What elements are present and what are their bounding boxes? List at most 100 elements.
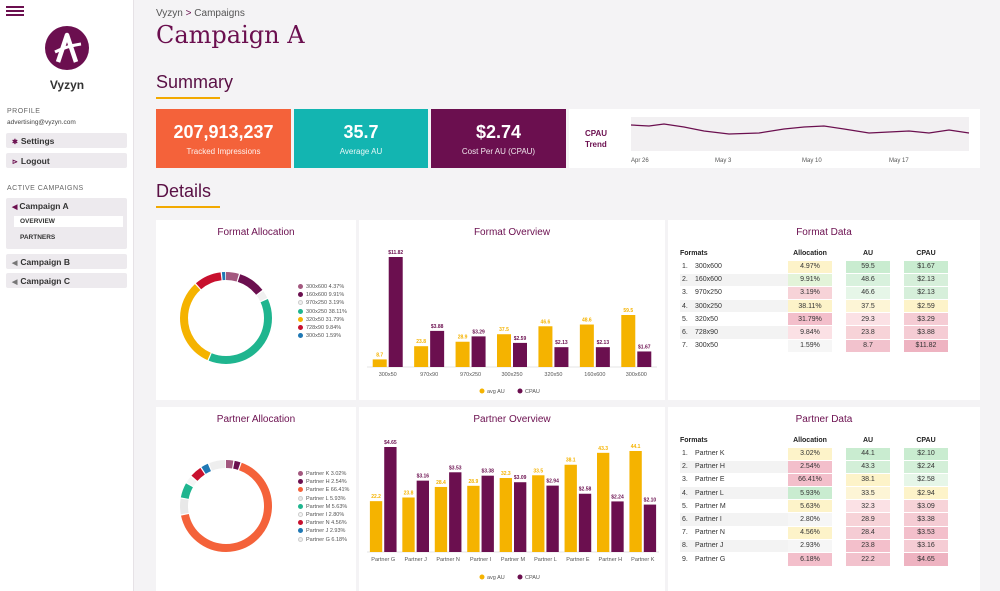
legend-item[interactable]: Partner G 6.18% — [298, 537, 347, 543]
column-header[interactable]: Formats — [680, 250, 708, 258]
bar-avg-au[interactable] — [499, 478, 512, 552]
sidebar-item-campaign-b[interactable]: ◀ Campaign B — [6, 254, 127, 269]
table-row[interactable]: 4. Partner L 5.93% 33.5 $2.94 — [680, 486, 948, 500]
table-row[interactable]: 1. Partner K 3.02% 44.1 $2.10 — [680, 446, 948, 461]
table-row[interactable]: 6. 728x90 9.84% 23.8 $3.88 — [680, 325, 948, 340]
bar-cpau[interactable] — [513, 342, 527, 367]
cell-au: 22.2 — [846, 551, 890, 566]
legend-item[interactable]: 300x600 4.37% — [298, 284, 344, 290]
column-header[interactable]: CPAU — [916, 250, 936, 258]
bar-avg-au[interactable] — [414, 346, 429, 367]
donut-slice[interactable] — [180, 272, 272, 364]
legend-item[interactable]: Partner K 3.02% — [298, 471, 346, 477]
bar-cpau[interactable] — [384, 447, 397, 552]
bar-cpau[interactable] — [554, 347, 569, 367]
table-row[interactable]: 7. Partner N 4.56% 28.4 $3.53 — [680, 525, 948, 540]
bar-avg-au[interactable] — [532, 475, 545, 552]
bar-cpau[interactable] — [643, 504, 657, 552]
summary-heading: Summary — [156, 72, 234, 92]
table-row[interactable]: 1. 300x600 4.97% 59.5 $1.67 — [680, 259, 948, 274]
bar-cpau[interactable] — [595, 347, 610, 367]
bar-avg-au[interactable] — [497, 334, 511, 367]
bar-cpau[interactable] — [388, 257, 403, 367]
bar-cpau[interactable] — [481, 475, 494, 552]
x-tick-label: 300x250 — [501, 372, 522, 378]
legend-item[interactable]: Partner J 2.93% — [298, 528, 345, 534]
sidebar-item-partners[interactable]: PARTNERS — [20, 234, 56, 241]
partner-overview-card: Partner Overview 22.2 $4.65 Partner G 23.8 $… — [359, 407, 665, 591]
legend-item[interactable]: Partner M 5.63% — [298, 504, 347, 510]
legend-item[interactable]: 320x50 31.79% — [298, 317, 344, 323]
bar-avg-au[interactable] — [538, 326, 553, 367]
bar-avg-au[interactable] — [402, 497, 415, 552]
table-row[interactable]: 3. 970x250 3.19% 46.6 $2.13 — [680, 285, 948, 300]
cell-cpau: $1.67 — [904, 259, 948, 274]
sidebar-item-overview[interactable]: OVERVIEW — [14, 216, 123, 227]
table-row[interactable]: 5. Partner M 5.63% 32.3 $3.09 — [680, 499, 948, 513]
settings-button[interactable]: ✱ Settings — [6, 133, 127, 148]
column-header[interactable]: Allocation — [793, 250, 827, 258]
table-row[interactable]: 8. Partner J 2.93% 23.8 $3.16 — [680, 538, 948, 553]
donut-slice[interactable] — [180, 460, 272, 552]
table-row[interactable]: 3. Partner E 66.41% 38.1 $2.58 — [680, 472, 948, 487]
legend-label-cpau[interactable]: CPAU — [525, 575, 540, 581]
bar-cpau[interactable] — [546, 485, 559, 552]
bar-cpau[interactable] — [611, 501, 624, 552]
legend-item[interactable]: 728x90 9.84% — [298, 325, 341, 331]
bar-avg-au[interactable] — [455, 341, 470, 367]
table-row[interactable]: 2. 160x600 9.91% 48.6 $2.13 — [680, 272, 948, 287]
bar-avg-au[interactable] — [372, 359, 387, 367]
legend-label-avg-au[interactable]: avg AU — [487, 575, 505, 581]
bar-cpau[interactable] — [637, 351, 652, 367]
column-header[interactable]: AU — [862, 250, 874, 258]
sidebar-item-campaign-c[interactable]: ◀ Campaign C — [6, 273, 127, 288]
table-header-row: Formats Allocation AU CPAU — [680, 435, 948, 447]
table-row[interactable]: 5. 320x50 31.79% 29.3 $3.29 — [680, 312, 948, 326]
legend-item[interactable]: Partner I 2.80% — [298, 512, 344, 518]
legend-label-avg-au[interactable]: avg AU — [487, 389, 505, 395]
bar-cpau[interactable] — [578, 493, 592, 552]
bar-cpau[interactable] — [416, 480, 429, 552]
logout-button[interactable]: ⊳ Logout — [6, 153, 127, 168]
bar-cpau[interactable] — [430, 330, 445, 367]
donut-slice[interactable] — [180, 460, 272, 552]
bar-cpau[interactable] — [514, 482, 527, 552]
sidebar-item-campaign-a[interactable]: ◀ Campaign A — [6, 198, 127, 211]
bar-avg-au[interactable] — [621, 315, 636, 367]
bar-avg-au[interactable] — [564, 464, 577, 552]
column-header[interactable]: Formats — [680, 437, 708, 445]
donut-slice[interactable] — [180, 272, 272, 364]
legend-item[interactable]: 300x50 1.59% — [298, 333, 341, 339]
table-row[interactable]: 4. 300x250 38.11% 37.5 $2.59 — [680, 299, 948, 313]
cell-name: 970x250 — [692, 285, 788, 300]
legend-item[interactable]: Partner E 66.41% — [298, 487, 349, 493]
menu-icon[interactable] — [6, 6, 24, 16]
donut-slice[interactable] — [180, 460, 272, 552]
bar-avg-au[interactable] — [467, 485, 480, 552]
legend-item[interactable]: 160x600 9.91% — [298, 292, 344, 298]
bar-avg-au[interactable] — [597, 452, 610, 552]
column-header[interactable]: AU — [862, 437, 874, 445]
legend-swatch-cpau — [517, 574, 523, 580]
bar-avg-au[interactable] — [434, 486, 448, 552]
donut-slice[interactable] — [180, 272, 272, 364]
table-row[interactable]: 9. Partner G 6.18% 22.2 $4.65 — [680, 551, 948, 566]
bar-avg-au[interactable] — [629, 451, 642, 552]
legend-item[interactable]: 300x250 38.11% — [298, 309, 347, 315]
column-header[interactable]: Allocation — [793, 437, 827, 445]
table-row[interactable]: 6. Partner I 2.80% 28.9 $3.38 — [680, 512, 948, 527]
legend-item[interactable]: Partner H 2.54% — [298, 479, 347, 485]
breadcrumb-root[interactable]: Vyzyn — [156, 8, 183, 19]
legend-item[interactable]: 970x250 3.19% — [298, 300, 344, 306]
legend-item[interactable]: Partner L 5.93% — [298, 496, 346, 502]
cell-gap — [832, 446, 846, 461]
legend-item[interactable]: Partner N 4.56% — [298, 520, 347, 526]
column-header[interactable]: CPAU — [916, 437, 936, 445]
table-row[interactable]: 7. 300x50 1.59% 8.7 $11.82 — [680, 338, 948, 353]
legend-label-cpau[interactable]: CPAU — [525, 389, 540, 395]
bar-cpau[interactable] — [449, 472, 462, 552]
bar-avg-au[interactable] — [369, 501, 383, 552]
bar-cpau[interactable] — [471, 336, 486, 367]
bar-avg-au[interactable] — [579, 324, 594, 367]
table-row[interactable]: 2. Partner H 2.54% 43.3 $2.24 — [680, 459, 948, 474]
